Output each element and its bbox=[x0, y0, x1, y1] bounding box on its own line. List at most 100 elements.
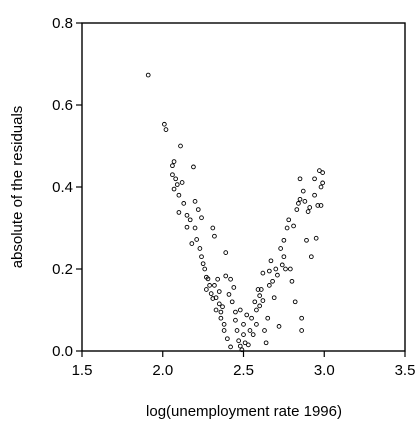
data-point bbox=[192, 225, 198, 231]
data-point bbox=[231, 285, 237, 290]
data-point bbox=[244, 312, 250, 318]
data-point bbox=[297, 196, 303, 202]
data-point bbox=[307, 205, 313, 210]
data-point bbox=[284, 225, 290, 231]
data-point bbox=[194, 237, 200, 242]
data-point bbox=[279, 262, 285, 268]
data-point bbox=[273, 266, 279, 272]
data-point bbox=[202, 266, 208, 272]
data-point bbox=[266, 268, 272, 274]
data-point bbox=[204, 287, 209, 292]
data-point bbox=[291, 223, 296, 229]
data-point bbox=[257, 293, 262, 298]
data-point bbox=[229, 299, 235, 305]
data-point bbox=[249, 315, 254, 321]
data-point bbox=[257, 303, 262, 309]
x-tick-label: 2.0 bbox=[152, 362, 173, 379]
data-point bbox=[207, 283, 212, 288]
data-point bbox=[195, 207, 201, 212]
data-point bbox=[294, 207, 300, 212]
x-axis: 1.5 2.0 2.5 3.0 3.5 bbox=[72, 351, 416, 379]
data-point bbox=[299, 328, 304, 333]
data-point bbox=[258, 287, 264, 292]
data-point bbox=[176, 192, 182, 198]
x-axis-title: log(unemployment rate 1996) bbox=[146, 403, 342, 420]
data-point bbox=[262, 328, 267, 333]
data-point bbox=[254, 322, 259, 327]
data-point bbox=[318, 184, 324, 190]
data-point bbox=[218, 309, 224, 315]
data-point bbox=[176, 210, 182, 215]
data-point bbox=[260, 270, 266, 276]
data-point bbox=[187, 217, 193, 223]
data-point bbox=[281, 237, 287, 243]
data-point bbox=[171, 186, 177, 192]
data-point bbox=[189, 241, 195, 246]
data-point bbox=[278, 246, 283, 251]
data-point bbox=[320, 180, 325, 186]
data-point bbox=[260, 298, 266, 303]
data-point bbox=[174, 182, 180, 187]
data-point bbox=[184, 224, 190, 230]
data-point bbox=[205, 276, 211, 282]
data-point bbox=[255, 287, 261, 292]
data-point bbox=[276, 324, 282, 329]
data-point bbox=[170, 172, 175, 178]
data-point bbox=[304, 237, 309, 243]
data-point bbox=[263, 340, 269, 346]
data-point bbox=[292, 299, 298, 305]
data-point bbox=[223, 273, 229, 279]
data-point bbox=[208, 291, 214, 296]
data-point bbox=[228, 276, 233, 282]
data-point bbox=[287, 266, 293, 272]
data-point bbox=[233, 309, 238, 315]
data-point bbox=[199, 254, 204, 260]
data-point bbox=[241, 322, 246, 327]
data-point bbox=[242, 340, 248, 346]
data-point bbox=[312, 176, 317, 182]
y-axis-title: absolute of the residuals bbox=[9, 106, 26, 269]
data-point bbox=[228, 344, 233, 350]
data-point bbox=[233, 317, 238, 323]
data-point bbox=[171, 159, 177, 164]
data-point bbox=[181, 201, 187, 206]
data-point bbox=[220, 304, 225, 310]
data-point bbox=[315, 203, 321, 208]
y-axis: 0.0 0.2 0.4 0.6 0.8 bbox=[52, 15, 82, 360]
data-point bbox=[283, 266, 288, 272]
data-point bbox=[308, 254, 314, 260]
y-tick-label: 0.2 bbox=[52, 261, 73, 278]
x-tick-label: 2.5 bbox=[233, 362, 254, 379]
data-point bbox=[213, 307, 219, 313]
data-point bbox=[215, 276, 221, 282]
data-point bbox=[197, 246, 203, 251]
data-point bbox=[170, 163, 175, 169]
x-tick-label: 1.5 bbox=[72, 362, 93, 379]
y-tick-label: 0.8 bbox=[52, 15, 73, 32]
data-point bbox=[179, 180, 185, 185]
data-point bbox=[237, 343, 243, 349]
data-point bbox=[216, 301, 222, 307]
data-point bbox=[173, 176, 179, 182]
data-point bbox=[302, 199, 308, 204]
y-tick-label: 0.0 bbox=[52, 343, 73, 360]
x-tick-label: 3.5 bbox=[395, 362, 416, 379]
data-point bbox=[225, 336, 230, 342]
data-point bbox=[191, 164, 196, 170]
data-point bbox=[226, 292, 232, 297]
data-point bbox=[254, 307, 259, 313]
data-point bbox=[184, 212, 190, 218]
data-point bbox=[210, 225, 216, 231]
data-point bbox=[317, 168, 322, 173]
data-point bbox=[145, 72, 151, 78]
data-point bbox=[218, 315, 224, 321]
y-tick-label: 0.6 bbox=[52, 97, 73, 114]
data-point bbox=[212, 283, 217, 288]
data-point bbox=[270, 278, 275, 284]
data-point bbox=[221, 328, 227, 333]
data-point bbox=[286, 217, 292, 223]
data-point bbox=[223, 250, 229, 255]
data-point bbox=[266, 283, 272, 288]
data-point bbox=[178, 143, 183, 149]
